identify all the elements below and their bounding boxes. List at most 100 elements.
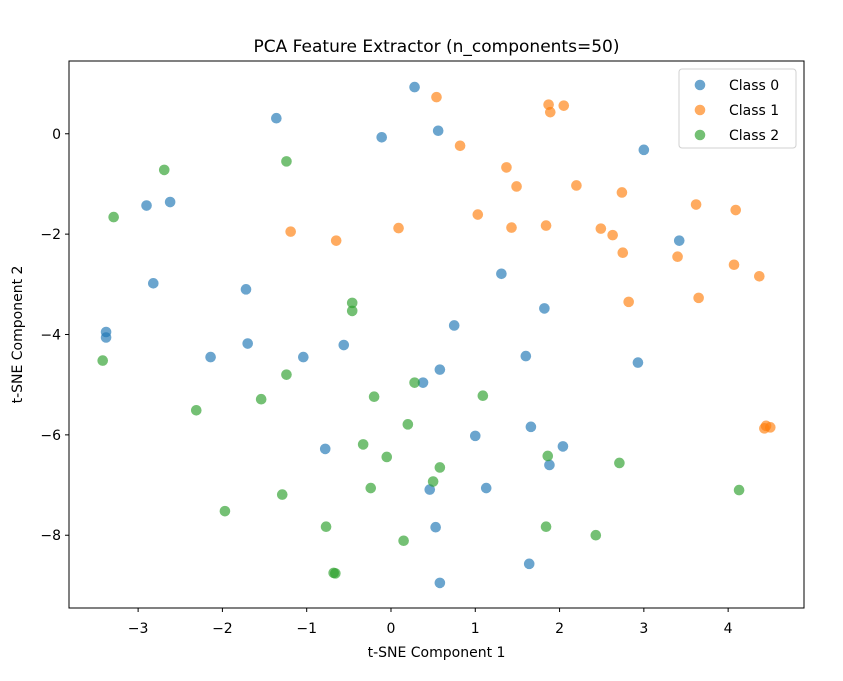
data-point (730, 204, 742, 216)
data-point (346, 297, 358, 309)
data-point (357, 439, 369, 450)
data-point (590, 529, 602, 541)
data-point (539, 303, 550, 314)
data-point (431, 91, 442, 103)
data-point (393, 222, 404, 234)
data-point (240, 284, 252, 295)
data-point (158, 164, 170, 176)
data-point (255, 393, 267, 405)
data-point (242, 338, 253, 349)
data-point (330, 235, 342, 246)
data-point (733, 484, 745, 496)
data-point (424, 484, 436, 495)
data-point (381, 451, 393, 463)
data-point (672, 251, 683, 263)
data-point (544, 459, 555, 471)
y-tick-label: −6 (40, 428, 61, 444)
data-point (276, 489, 288, 500)
legend-label: Class 2 (729, 128, 779, 144)
data-point (571, 180, 582, 191)
data-point (472, 209, 484, 220)
data-point (496, 268, 507, 280)
data-point (365, 482, 377, 494)
data-point (525, 421, 537, 433)
data-point (623, 296, 634, 308)
y-tick-label: −4 (40, 328, 61, 344)
data-point (434, 462, 446, 473)
axis-ticks: −3 −2 −1 0 1 2 3 4 0 −2 −4 −6 −8 (40, 127, 732, 637)
data-point (398, 535, 409, 547)
data-point (638, 144, 650, 156)
legend-marker (694, 79, 706, 91)
x-tick-label: 1 (471, 621, 480, 637)
data-point (147, 278, 159, 289)
data-point (430, 521, 441, 533)
data-point (616, 187, 628, 198)
data-point (108, 211, 119, 223)
data-point (511, 181, 522, 192)
data-point (558, 100, 570, 111)
data-point (523, 558, 535, 570)
data-point (338, 339, 350, 351)
y-tick-label: −2 (40, 227, 61, 243)
data-point (540, 521, 552, 533)
data-point (673, 235, 685, 246)
data-point (281, 369, 292, 380)
data-point (477, 390, 489, 402)
data-point (617, 247, 629, 259)
legend-box (678, 68, 797, 149)
data-point (281, 156, 292, 167)
data-point (759, 423, 770, 434)
data-point (693, 292, 704, 304)
data-point (520, 350, 532, 362)
x-axis-label: t-SNE Component 1 (368, 645, 506, 661)
data-point (298, 351, 309, 363)
data-point (432, 125, 444, 137)
series-class-1 (285, 91, 776, 434)
data-point (448, 320, 460, 331)
x-tick-label: −2 (212, 621, 233, 637)
legend-label: Class 0 (729, 78, 779, 94)
data-point (501, 162, 512, 173)
y-tick-label: −8 (40, 528, 61, 544)
data-point (614, 457, 625, 469)
data-point (417, 377, 429, 388)
y-axis-label: t-SNE Component 2 (10, 266, 26, 404)
data-point (427, 476, 439, 487)
data-point (434, 577, 446, 589)
plot-area (97, 81, 776, 589)
data-point (97, 355, 109, 366)
data-point (409, 81, 420, 93)
data-point (540, 220, 552, 231)
x-tick-label: 0 (387, 621, 396, 637)
data-point (190, 404, 202, 416)
data-point (320, 521, 332, 533)
series-class-0 (100, 81, 685, 589)
x-tick-label: 2 (555, 621, 564, 637)
chart-title: PCA Feature Extractor (n_components=50) (254, 37, 620, 57)
data-point (164, 196, 176, 208)
data-point (368, 391, 380, 403)
data-point (434, 364, 446, 375)
x-tick-label: −1 (296, 621, 317, 637)
x-tick-label: 4 (724, 621, 733, 637)
data-point (480, 482, 492, 494)
legend-label: Class 1 (729, 103, 779, 119)
data-point (607, 229, 618, 241)
data-point (376, 131, 388, 143)
data-point (595, 223, 607, 234)
data-point (469, 430, 481, 442)
data-point (271, 112, 282, 124)
data-point (557, 441, 569, 452)
data-point (632, 357, 644, 368)
y-tick-label: 0 (52, 127, 61, 143)
data-point (285, 226, 296, 237)
data-point (506, 222, 517, 233)
x-tick-label: 3 (639, 621, 648, 637)
x-tick-label: −3 (128, 621, 149, 637)
data-point (219, 505, 231, 517)
data-point (754, 270, 765, 282)
data-point (346, 305, 358, 317)
data-point (409, 377, 420, 388)
